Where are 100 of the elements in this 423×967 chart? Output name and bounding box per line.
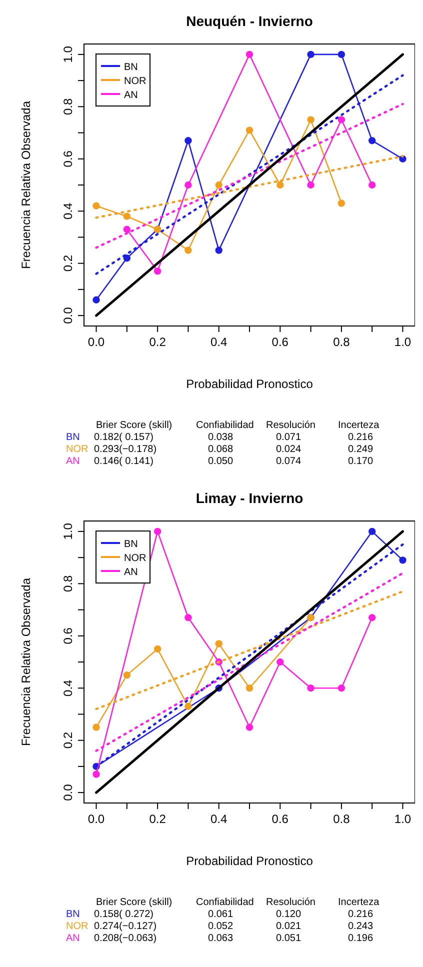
text: Brier Score (skill) [96,420,172,431]
y-tick-label: 0.8 [61,575,75,592]
y-tick-label: 0.4 [61,202,75,220]
point [338,684,346,692]
x-tick-label: 0.6 [272,812,289,826]
point [307,684,314,692]
point [184,702,192,710]
point [154,645,162,653]
text: 0.196 [348,933,374,944]
x-tick-label: 1.0 [394,812,412,826]
text: 0.068 [208,444,234,455]
text: AN [66,933,80,944]
x-tick-label: 0.4 [210,335,228,349]
legend-label: NOR [124,553,146,564]
x-tick-label: 0.0 [88,812,105,826]
text: 0.158( 0.272) [94,909,154,920]
text: 0.071 [276,432,302,443]
x-tick-label: 0.8 [333,812,350,826]
text: 0.074 [276,456,302,467]
y-tick-label: 0.8 [61,98,75,116]
y-tick-label: 0.0 [61,306,75,324]
x-axis-title: Probabilidad Pronostico [186,377,314,391]
y-tick-label: 0.0 [61,784,75,801]
text: Resolución [266,897,316,908]
point [154,528,162,536]
point [307,50,314,58]
point [215,640,222,648]
text: 0.021 [276,921,302,932]
text: 0.216 [348,432,374,443]
text: 0.051 [276,933,302,944]
point [215,181,222,189]
point [307,116,314,124]
text: 0.182( 0.157) [94,432,154,443]
text: 0.063 [208,933,234,944]
x-axis-title: Probabilidad Pronostico [186,854,314,868]
y-tick-label: 1.0 [61,46,75,63]
text: AN [66,456,80,467]
y-tick-label: 0.4 [61,679,75,696]
point [123,212,131,220]
legend-label: NOR [124,76,146,87]
legend-label: AN [124,567,138,578]
y-tick-label: 0.6 [61,627,75,644]
point [276,181,284,189]
text: 0.293(−0.178) [94,444,157,455]
text: 0.038 [208,432,234,443]
text: Brier Score (skill) [96,897,172,908]
x-tick-label: 1.0 [394,335,412,349]
x-tick-label: 0.2 [149,335,166,349]
point [368,181,376,189]
text: 0.170 [348,456,374,467]
point [184,614,192,622]
point [154,268,162,275]
point [246,684,254,692]
point [338,116,346,124]
point [246,724,254,731]
point [368,137,376,144]
y-tick-label: 0.6 [61,150,75,168]
text: 0.024 [276,444,302,455]
legend-label: BN [124,539,138,550]
point [338,200,346,207]
text: Resolución [266,420,316,431]
text: 0.274(−0.127) [94,921,157,932]
point [184,181,192,189]
text: 0.120 [276,909,302,920]
point [92,296,100,304]
text: Confiabilidad [196,897,254,908]
text: 0.216 [348,909,374,920]
point [123,226,131,233]
text: BN [66,909,80,920]
point [92,202,100,210]
x-tick-label: 0.2 [149,812,166,826]
text: 0.052 [208,921,234,932]
point [307,181,314,189]
legend-label: AN [124,90,138,101]
point [215,246,222,254]
text: Incerteza [338,420,380,431]
text: Incerteza [338,897,380,908]
x-tick-label: 0.0 [88,335,105,349]
text: Confiabilidad [196,420,254,431]
y-tick-label: 0.2 [61,732,75,749]
point [184,137,192,144]
text: 0.050 [208,456,234,467]
text: 0.208(−0.063) [94,933,157,944]
legend-label: BN [124,62,138,73]
point [368,528,376,536]
text: 0.249 [348,444,374,455]
point [92,770,100,778]
x-tick-label: 0.8 [333,335,350,349]
point [246,126,254,134]
text: NOR [66,444,88,455]
point [368,614,376,622]
point [338,50,346,58]
y-tick-label: 1.0 [61,522,75,540]
text: NOR [66,921,88,932]
text: 0.146( 0.141) [94,456,154,467]
y-axis-title: Frecuencia Relativa Observada [19,578,33,746]
point [399,556,406,564]
point [246,50,254,58]
chart-title: Neuquén - Invierno [186,13,313,29]
text: 0.061 [208,909,234,920]
